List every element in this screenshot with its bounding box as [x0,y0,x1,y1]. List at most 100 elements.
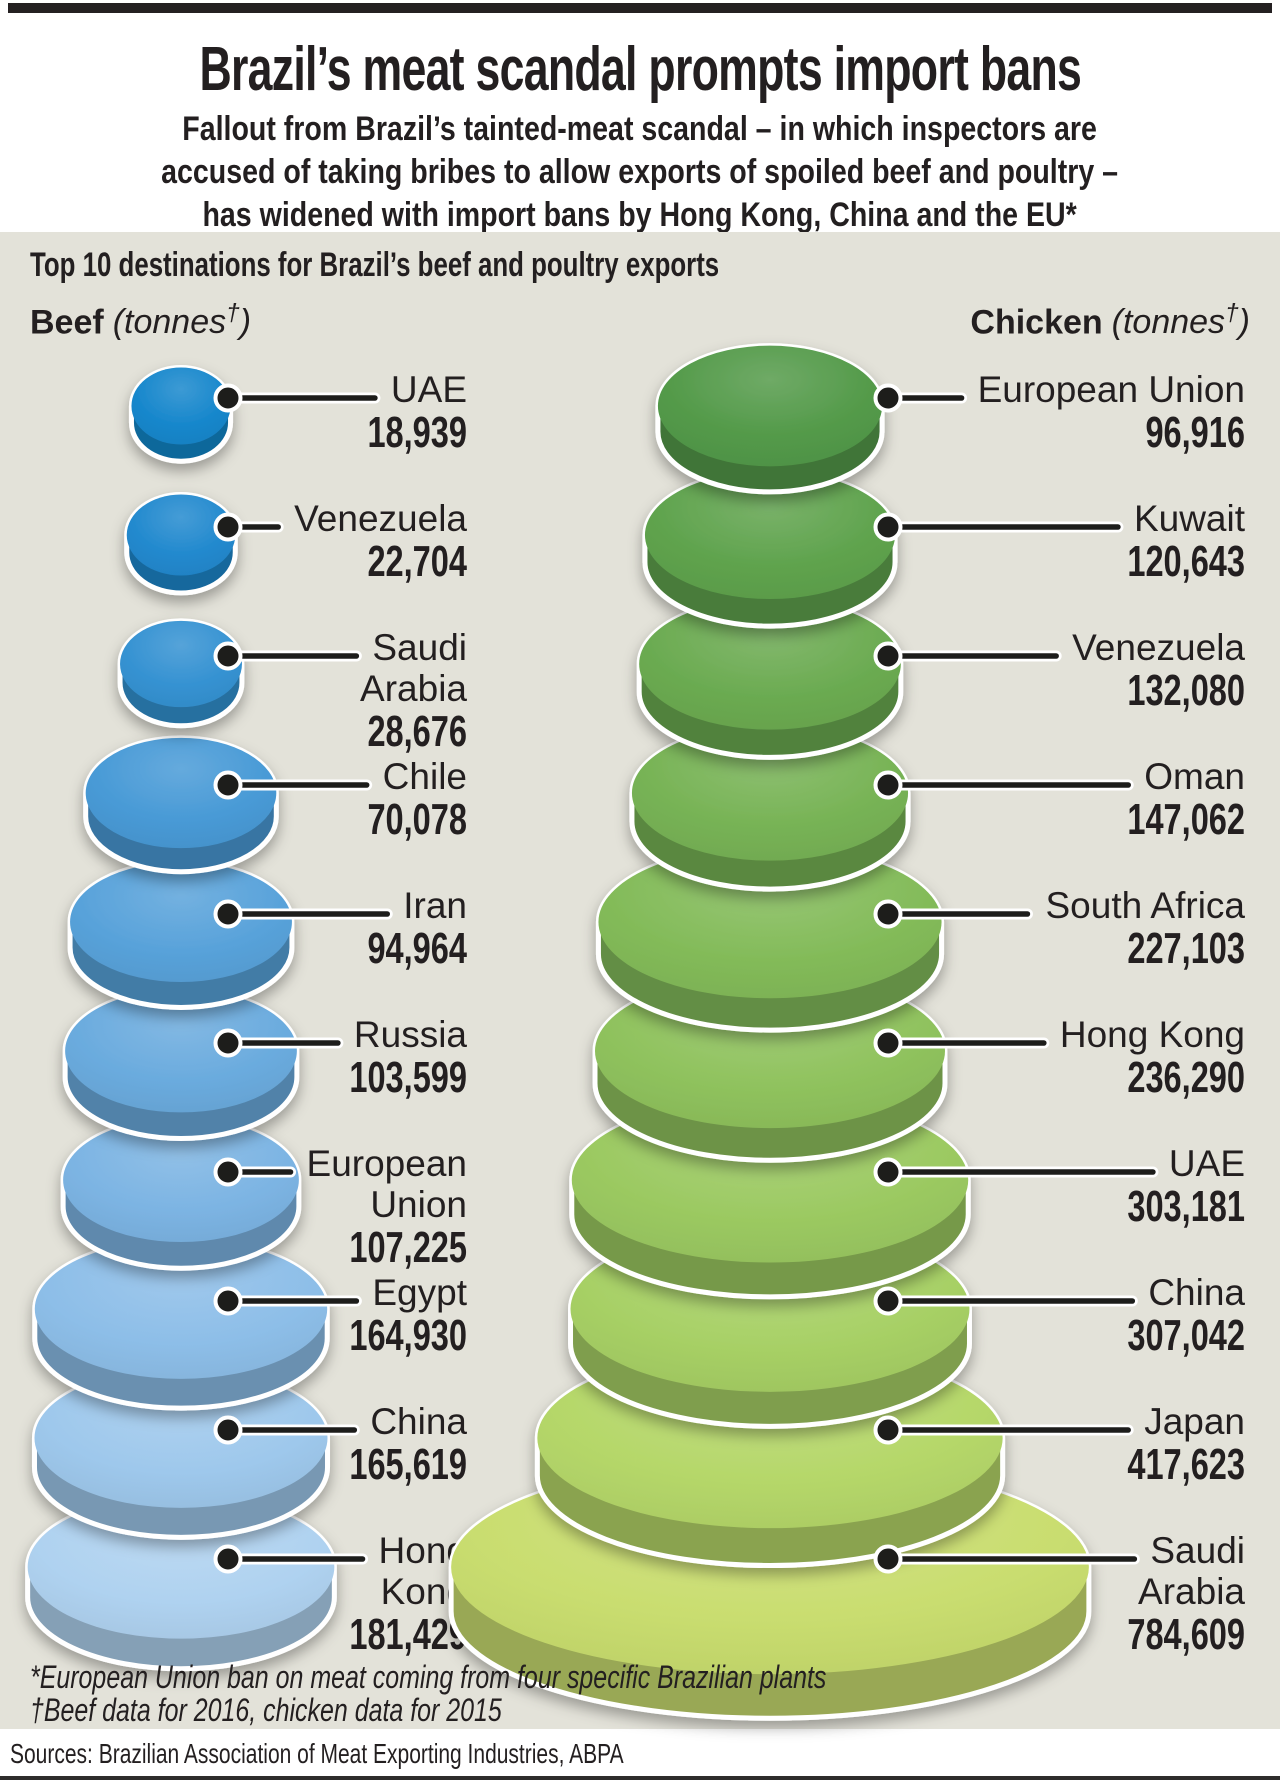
chicken-callout-dot-uae [873,1157,903,1187]
chicken-callout-dot-european-union [873,383,903,413]
beef-label-iran: Iran [403,885,467,926]
chicken-value-china: 307,042 [1127,1311,1245,1360]
beef-value-venezuela: 22,704 [367,537,467,586]
chicken-value-european-union: 96,916 [1145,408,1245,457]
dagger-icon: † [1225,300,1239,327]
chicken-callout-dot-saudi-arabia [873,1544,903,1574]
dagger-icon: † [226,300,240,327]
chicken-callout-dot-kuwait [873,512,903,542]
subtitle-line-2: accused of taking bribes to allow export… [161,153,1119,191]
beef-disc-iran [67,859,295,1010]
beef-label-china: China [370,1401,467,1442]
beef-disc-russia [62,987,300,1141]
chicken-value-venezuela: 132,080 [1127,666,1245,715]
subtitle-line-3: has widened with import bans by Hong Kon… [202,196,1078,234]
chicken-column-header: Chicken (tonnes†) [970,296,1250,340]
chicken-disc-european-union [655,343,885,495]
chicken-label-south-africa: South Africa [1045,885,1245,926]
chicken-callout-dot-venezuela [873,641,903,671]
footnote-eu-ban: *European Union ban on meat coming from … [30,1659,827,1695]
chicken-callout-dot-china [873,1286,903,1316]
beef-disc-uae [128,365,234,464]
chicken-disc-venezuela [636,595,904,760]
section-title: Top 10 destinations for Brazil’s beef an… [30,246,720,284]
beef-label-european-union-line-2: Union [370,1184,467,1225]
footnote-data-years: †Beef data for 2016, chicken data for 20… [30,1692,502,1728]
bottom-rule [0,1776,1280,1780]
beef-callout-dot-russia [213,1028,243,1058]
beef-callout-dot-venezuela [213,512,243,542]
beef-column-header: Beef (tonnes†) [30,296,251,340]
beef-callout-dot-egypt [213,1286,243,1316]
beef-column-title: Beef [30,303,104,342]
chicken-disc-oman [629,722,911,892]
beef-disc-china [31,1365,331,1540]
beef-callout-dot-chile [213,770,243,800]
chicken-label-kuwait: Kuwait [1134,498,1246,539]
beef-value-chile: 70,078 [367,795,467,844]
beef-label-saudi-arabia-line-2: Arabia [360,668,467,709]
beef-callout-dot-iran [213,899,243,929]
beef-callout-dot-uae [213,383,243,413]
top-accent-bar [8,3,1272,13]
beef-label-saudi-arabia-line-1: Saudi [372,627,467,668]
chicken-callout-dot-hong-kong [873,1028,903,1058]
chicken-value-uae: 303,181 [1127,1182,1245,1231]
beef-callout-dot-european-union [213,1157,243,1187]
footnotes: *European Union ban on meat coming from … [30,1661,1051,1727]
beef-disc-hong-kong [25,1492,337,1672]
chicken-value-japan: 417,623 [1127,1440,1245,1489]
chicken-callout-dot-oman [873,770,903,800]
chicken-value-hong-kong: 236,290 [1127,1053,1245,1102]
chicken-callout-dot-japan [873,1415,903,1445]
chicken-label-venezuela: Venezuela [1072,627,1245,668]
beef-disc-venezuela [124,492,238,596]
beef-label-uae: UAE [391,369,467,410]
chicken-label-uae: UAE [1169,1143,1245,1184]
beef-disc-chile [83,735,279,875]
chicken-unit-close: ) [1238,303,1250,342]
beef-callout-dot-hong-kong [213,1544,243,1574]
chicken-label-european-union: European Union [978,369,1245,410]
beef-value-russia: 103,599 [349,1053,467,1102]
chicken-disc-kuwait [642,468,898,629]
chicken-value-saudi-arabia: 784,609 [1127,1610,1245,1659]
beef-unit-prefix: (tonnes [112,303,227,342]
chicken-callout-dot-south-africa [873,899,903,929]
chicken-unit-prefix: (tonnes [1111,303,1226,342]
beef-label-russia: Russia [354,1014,468,1055]
chicken-label-china: China [1148,1272,1245,1313]
subtitle: Fallout from Brazil’s tainted-meat scand… [0,108,1280,237]
page-title: Brazil’s meat scandal prompts import ban… [0,34,1280,105]
beef-value-saudi-arabia: 28,676 [367,707,467,756]
beef-callout-dot-saudi-arabia [213,641,243,671]
beef-value-iran: 94,964 [367,924,467,973]
chicken-value-oman: 147,062 [1127,795,1245,844]
beef-value-uae: 18,939 [367,408,467,457]
subtitle-line-1: Fallout from Brazil’s tainted-meat scand… [182,110,1098,148]
source-line: Sources: Brazilian Association of Meat E… [10,1738,624,1769]
chicken-label-saudi-arabia-line-2: Arabia [1138,1571,1245,1612]
beef-label-egypt: Egypt [372,1272,467,1313]
chicken-value-south-africa: 227,103 [1127,924,1245,973]
chicken-label-saudi-arabia-line-1: Saudi [1150,1530,1245,1571]
chicken-label-japan: Japan [1144,1401,1245,1442]
beef-label-venezuela: Venezuela [294,498,467,539]
beef-disc-european-union [60,1115,302,1271]
chicken-label-hong-kong: Hong Kong [1060,1014,1245,1055]
beef-unit-close: ) [239,303,252,342]
beef-label-chile: Chile [383,756,467,797]
chicken-column-title: Chicken [970,303,1103,342]
beef-value-hong-kong: 181,429 [349,1610,467,1659]
beef-disc-saudi-arabia [117,618,245,729]
beef-label-european-union-line-1: European [307,1143,467,1184]
chicken-value-kuwait: 120,643 [1127,537,1245,586]
beef-value-european-union: 107,225 [349,1223,467,1272]
beef-value-egypt: 164,930 [349,1311,467,1360]
beef-callout-dot-china [213,1415,243,1445]
beef-value-china: 165,619 [349,1440,467,1489]
chicken-label-oman: Oman [1144,756,1245,797]
chicken-disc-south-africa [595,843,945,1033]
